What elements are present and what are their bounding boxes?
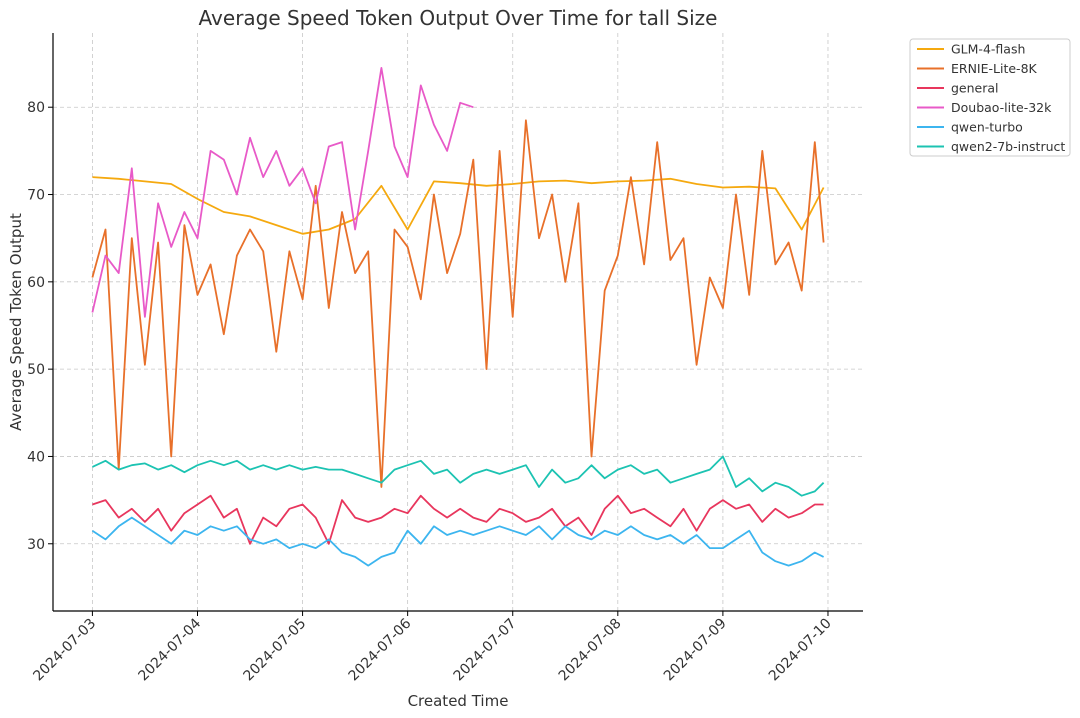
y-gridlines: [53, 106, 863, 545]
y-tick-label: 30: [27, 537, 45, 553]
x-tick-label: 2024-07-05: [241, 616, 310, 685]
y-tick-label: 70: [27, 188, 45, 204]
y-tick-labels: 30 40 50 60 70 80: [27, 100, 53, 553]
legend-label: general: [951, 81, 999, 96]
y-tick-label: 80: [27, 100, 45, 116]
x-tick-label: 2024-07-10: [766, 616, 835, 685]
legend-label: Doubao-lite-32k: [951, 100, 1052, 115]
y-tick-label: 40: [27, 449, 45, 465]
chart-title: Average Speed Token Output Over Time for…: [199, 6, 718, 30]
x-tick-label: 2024-07-04: [135, 615, 204, 684]
y-tick-label: 60: [27, 275, 45, 291]
legend-label: qwen2-7b-instruct: [951, 139, 1065, 154]
legend-label: ERNIE-Lite-8K: [951, 61, 1038, 76]
series-line-qwen-turbo: [91, 516, 825, 567]
x-tick-label: 2024-07-08: [556, 616, 625, 685]
x-tick-label: 2024-07-07: [451, 616, 520, 685]
series-line-qwen2-7b-instruct: [92, 455, 825, 497]
x-tick-labels: 2024-07-03 2024-07-04 2024-07-05 2024-07-06…: [30, 611, 835, 685]
legend: GLM-4-flash ERNIE-Lite-8K general Doubao-li…: [909, 38, 1071, 157]
legend-label: qwen-turbo: [951, 120, 1023, 135]
x-tick-label: 2024-07-06: [346, 615, 415, 684]
series-line-doubao-lite-32k: [91, 67, 474, 318]
x-axis-label: Created Time: [408, 692, 509, 710]
x-tick-label: 2024-07-03: [30, 616, 99, 685]
x-tick-label: 2024-07-09: [661, 616, 730, 685]
y-axis-label: Average Speed Token Output: [7, 213, 25, 431]
series-line-general: [92, 494, 824, 545]
legend-label: GLM-4-flash: [951, 42, 1025, 57]
series-lines: [91, 67, 825, 567]
y-tick-label: 50: [27, 362, 45, 378]
legend-box: [909, 38, 1071, 157]
x-gridlines: [92, 33, 829, 611]
series-line-ernie-lite-8k: [91, 119, 825, 488]
series-line-glm-4-flash: [92, 176, 825, 235]
